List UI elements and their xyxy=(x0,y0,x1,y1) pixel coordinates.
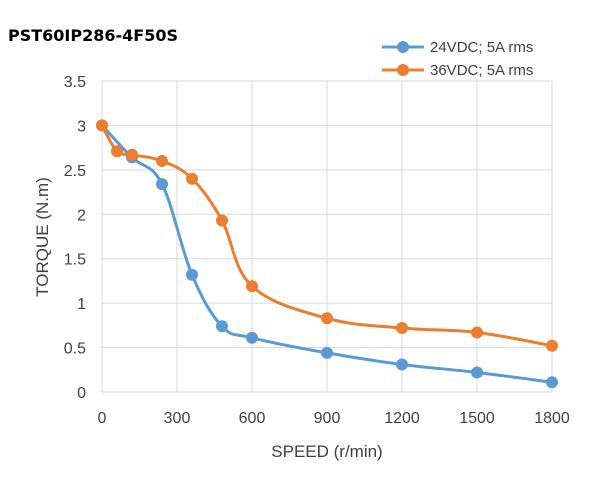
legend-label-series-2: 36VDC; 5A rms xyxy=(430,62,533,79)
data-point-series-1 xyxy=(321,346,333,359)
data-point-series-2 xyxy=(126,148,138,161)
y-tick-label: 0 xyxy=(77,385,86,402)
data-point-series-1 xyxy=(216,320,228,333)
axis-ticks: 0 0.5 1 1.5 2 2.5 3 3.5 0 300 600 900 1200 1500 1800 xyxy=(64,74,570,427)
plot-series xyxy=(96,119,558,389)
y-tick-label: 2 xyxy=(77,207,86,224)
data-point-series-2 xyxy=(186,172,198,185)
data-point-series-2 xyxy=(216,214,228,227)
data-point-series-2 xyxy=(546,339,558,352)
data-point-series-1 xyxy=(186,268,198,281)
chart-title: PST60IP286-4F50S xyxy=(8,26,178,45)
x-tick-label: 900 xyxy=(314,410,341,427)
x-tick-label: 600 xyxy=(239,410,266,427)
data-point-series-1 xyxy=(156,178,168,191)
legend-label-series-1: 24VDC; 5A rms xyxy=(430,39,533,56)
data-point-series-2 xyxy=(471,326,483,339)
legend-marker-series-1 xyxy=(397,41,409,53)
y-tick-label: 2.5 xyxy=(64,163,86,180)
data-point-series-1 xyxy=(546,376,558,389)
data-point-series-2 xyxy=(96,119,108,132)
data-point-series-2 xyxy=(156,154,168,167)
data-point-series-2 xyxy=(111,145,123,158)
data-point-series-2 xyxy=(246,280,258,293)
data-point-series-1 xyxy=(396,358,408,371)
y-tick-label: 1.5 xyxy=(64,252,86,269)
x-tick-label: 300 xyxy=(164,410,191,427)
series-line-1 xyxy=(100,124,553,384)
legend-marker-series-2 xyxy=(397,64,409,76)
x-tick-label: 1200 xyxy=(384,410,420,427)
x-tick-label: 1800 xyxy=(534,410,570,427)
y-axis-title: TORQUE (N.m) xyxy=(33,177,52,297)
plot-grid xyxy=(101,80,553,393)
y-tick-label: 1 xyxy=(77,296,86,313)
legend: 24VDC; 5A rms 36VDC; 5A rms xyxy=(382,39,533,79)
x-tick-label: 0 xyxy=(98,410,107,427)
data-point-series-2 xyxy=(321,312,333,325)
x-tick-label: 1500 xyxy=(459,410,495,427)
y-tick-label: 3 xyxy=(77,118,86,135)
y-tick-label: 0.5 xyxy=(64,341,86,358)
data-point-series-2 xyxy=(396,322,408,335)
x-axis-title: SPEED (r/min) xyxy=(271,442,382,461)
data-point-series-1 xyxy=(246,331,258,344)
data-point-series-1 xyxy=(471,366,483,379)
y-tick-label: 3.5 xyxy=(64,74,86,91)
